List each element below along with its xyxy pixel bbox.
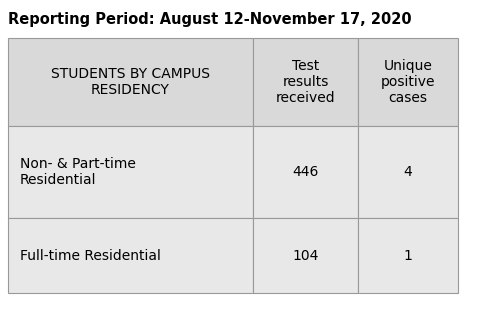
Bar <box>8 218 253 293</box>
Text: 446: 446 <box>292 165 319 179</box>
Text: STUDENTS BY CAMPUS
RESIDENCY: STUDENTS BY CAMPUS RESIDENCY <box>51 67 210 97</box>
Text: Non- & Part-time
Residential: Non- & Part-time Residential <box>20 157 136 187</box>
Text: 4: 4 <box>404 165 412 179</box>
Bar <box>8 38 253 126</box>
Text: 104: 104 <box>292 248 319 262</box>
Bar <box>253 218 358 293</box>
Text: Unique
positive
cases: Unique positive cases <box>381 59 435 105</box>
Text: Test
results
received: Test results received <box>276 59 336 105</box>
Bar <box>358 218 458 293</box>
Bar <box>358 126 458 218</box>
Bar <box>253 126 358 218</box>
Text: Reporting Period: August 12-November 17, 2020: Reporting Period: August 12-November 17,… <box>8 12 412 27</box>
Text: Full-time Residential: Full-time Residential <box>20 248 161 262</box>
Text: 1: 1 <box>404 248 412 262</box>
Bar <box>8 126 253 218</box>
Bar <box>253 38 358 126</box>
Bar <box>358 38 458 126</box>
